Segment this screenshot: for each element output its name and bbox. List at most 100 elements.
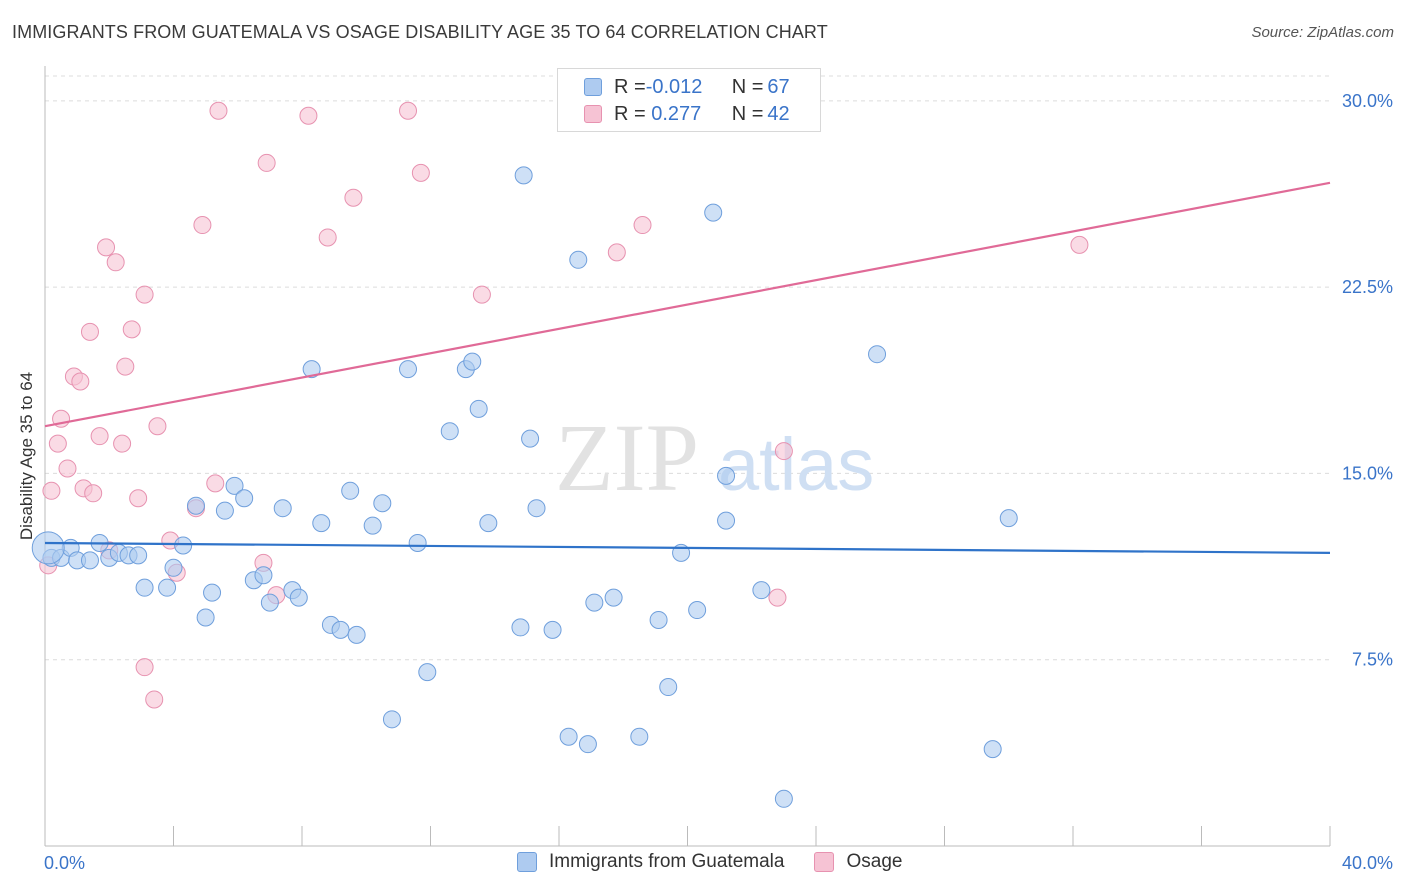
- y-axis-label: Disability Age 35 to 64: [17, 371, 36, 541]
- legend-label: Immigrants from Guatemala: [549, 851, 785, 872]
- guatemala-point: [235, 489, 254, 508]
- guatemala-point: [511, 618, 530, 637]
- guatemala-point: [688, 601, 707, 620]
- osage-point: [58, 459, 77, 478]
- osage-swatch: [584, 105, 602, 123]
- guatemala-point: [225, 476, 244, 495]
- n-value: 42: [767, 102, 790, 125]
- guatemala-points: [31, 166, 1018, 808]
- guatemala-point: [260, 593, 279, 612]
- guatemala-point: [440, 422, 459, 441]
- y-tick-label: 22.5%: [1342, 277, 1393, 297]
- osage-point: [145, 690, 164, 709]
- guatemala-point: [164, 558, 183, 577]
- guatemala-point: [254, 566, 273, 585]
- osage-point: [71, 372, 90, 391]
- osage-trend-line: [44, 181, 1331, 428]
- osage-point: [344, 188, 363, 207]
- osage-point: [113, 434, 132, 453]
- legend-item-osage[interactable]: Osage: [814, 851, 902, 873]
- osage-point: [774, 442, 793, 461]
- legend-item-guatemala[interactable]: Immigrants from Guatemala: [517, 851, 784, 873]
- osage-point: [206, 474, 225, 493]
- guatemala-point: [463, 352, 482, 371]
- stats-row-osage: R = 0.277 N = 42: [584, 102, 790, 126]
- r-label: R =: [614, 75, 646, 98]
- guatemala-point: [331, 620, 350, 639]
- guatemala-point: [215, 501, 234, 520]
- guatemala-point: [418, 663, 437, 682]
- guatemala-point: [585, 593, 604, 612]
- n-label: N =: [731, 75, 764, 98]
- series-legend: Immigrants from Guatemala Osage: [517, 851, 932, 873]
- legend-label: Osage: [846, 851, 903, 872]
- osage-point: [399, 101, 418, 120]
- guatemala-point: [752, 581, 771, 600]
- osage-point: [299, 106, 318, 125]
- osage-point: [97, 238, 116, 257]
- tick-labels: 7.5% 15.0% 22.5% 30.0% 0.0% 40.0%: [44, 91, 1393, 873]
- guatemala-point: [158, 578, 177, 597]
- osage-point: [148, 417, 167, 436]
- guatemala-point: [717, 466, 736, 485]
- guatemala-point: [174, 536, 193, 555]
- watermark-zip: ZIP: [555, 404, 699, 511]
- osage-point: [411, 163, 430, 182]
- guatemala-point: [341, 481, 360, 500]
- guatemala-point: [774, 789, 793, 808]
- r-value: 0.277: [645, 102, 702, 125]
- guatemala-point: [868, 345, 887, 364]
- guatemala-point: [347, 625, 366, 644]
- stats-legend: R = -0.012 N = 67 R = 0.277 N = 42: [557, 68, 821, 132]
- watermark: ZIP atlas: [555, 404, 874, 511]
- osage-point: [48, 434, 67, 453]
- grid-lines: [45, 75, 1330, 661]
- guatemala-point: [578, 735, 597, 754]
- guatemala-point: [382, 710, 401, 729]
- guatemala-point: [999, 509, 1018, 528]
- guatemala-point: [559, 727, 578, 746]
- osage-point: [135, 285, 154, 304]
- y-tick-label: 30.0%: [1342, 91, 1393, 111]
- guatemala-point: [659, 678, 678, 697]
- r-label: R =: [614, 102, 646, 125]
- guatemala-point: [80, 551, 99, 570]
- osage-point: [257, 153, 276, 172]
- osage-point: [1070, 235, 1089, 254]
- guatemala-point: [649, 610, 668, 629]
- source-credit: Source: ZipAtlas.com: [1251, 24, 1394, 41]
- guatemala-point: [31, 531, 65, 565]
- guatemala-point: [373, 494, 392, 513]
- osage-point: [42, 481, 61, 500]
- x-tick-label: 0.0%: [44, 853, 85, 873]
- guatemala-point: [514, 166, 533, 185]
- guatemala-point: [630, 727, 649, 746]
- guatemala-point: [479, 514, 498, 533]
- guatemala-point: [543, 620, 562, 639]
- x-tick-label: 40.0%: [1342, 853, 1393, 873]
- guatemala-point: [704, 203, 723, 222]
- osage-point: [607, 243, 626, 262]
- guatemala-point: [203, 583, 222, 602]
- guatemala-trend-line: [44, 541, 1331, 555]
- y-tick-label: 7.5%: [1352, 650, 1393, 670]
- osage-point: [768, 588, 787, 607]
- osage-point: [90, 427, 109, 446]
- guatemala-swatch: [517, 852, 537, 872]
- y-tick-label: 15.0%: [1342, 463, 1393, 483]
- guatemala-point: [186, 496, 205, 515]
- osage-point: [80, 322, 99, 341]
- osage-point: [116, 357, 135, 376]
- trend-lines: [44, 181, 1331, 555]
- guatemala-point: [604, 588, 623, 607]
- chart-title: IMMIGRANTS FROM GUATEMALA VS OSAGE DISAB…: [12, 22, 828, 42]
- guatemala-point: [302, 360, 321, 379]
- guatemala-point: [363, 516, 382, 535]
- stats-row-guatemala: R = -0.012 N = 67: [584, 75, 790, 99]
- guatemala-point: [399, 360, 418, 379]
- osage-point: [193, 216, 212, 235]
- guatemala-point: [129, 546, 148, 565]
- osage-point: [318, 228, 337, 247]
- guatemala-point: [469, 399, 488, 418]
